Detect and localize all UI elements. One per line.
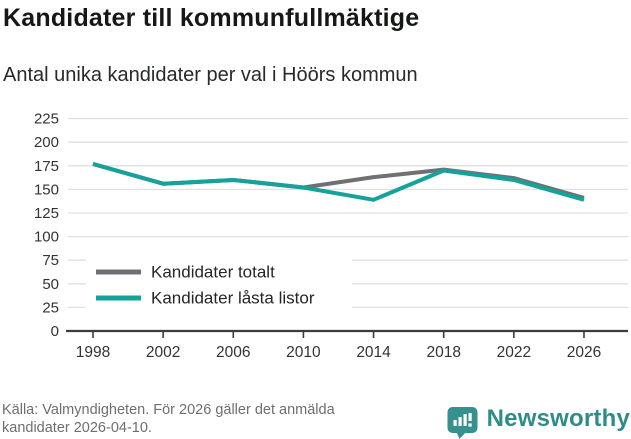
x-tick-label: 2014 — [356, 344, 391, 361]
source-line-1: Källa: Valmyndigheten. För 2026 gäller d… — [2, 402, 335, 418]
y-tick-label: 125 — [34, 205, 59, 222]
source-line-2: kandidater 2026-04-10. — [2, 420, 152, 436]
y-tick-label: 25 — [42, 299, 59, 316]
chart-subtitle: Antal unika kandidater per val i Höörs k… — [3, 64, 418, 86]
x-tick-label: 2010 — [286, 344, 321, 361]
chart-canvas: 0 25 50 75 100 125 150 175 200 225 1998 2002 2006 201… — [34, 111, 628, 361]
line-chart: 0 25 50 75 100 125 150 175 200 225 1998 2002 2006 201… — [0, 105, 631, 367]
source-note: Källa: Valmyndigheten. För 2026 gäller d… — [2, 401, 442, 437]
legend-label-1: Kandidater låsta listor — [151, 289, 315, 308]
page-title: Kandidater till kommunfullmäktige — [3, 4, 420, 32]
newsworthy-wordmark: Newsworthy — [486, 405, 630, 432]
y-tick-label: 50 — [42, 276, 59, 293]
y-tick-label: 0 — [51, 323, 59, 340]
y-tick-label: 75 — [42, 252, 59, 269]
y-tick-label: 225 — [34, 111, 59, 128]
x-tick-label: 1998 — [76, 344, 110, 361]
y-tick-label: 100 — [34, 229, 59, 246]
y-tick-label: 175 — [34, 158, 59, 175]
newsworthy-logo-icon — [447, 406, 478, 439]
y-tick-label: 200 — [34, 134, 59, 151]
x-tick-label: 2018 — [426, 344, 460, 361]
x-tick-label: 2026 — [567, 344, 601, 361]
series-line-1 — [92, 161, 585, 202]
y-tick-label: 150 — [34, 181, 59, 198]
legend-background — [86, 255, 352, 320]
newsworthy-brand: Newsworthy — [447, 399, 630, 439]
x-tick-label: 2002 — [146, 344, 180, 361]
x-tick-label: 2022 — [497, 344, 531, 361]
legend-label-0: Kandidater totalt — [151, 263, 275, 282]
x-tick-label: 2006 — [216, 344, 250, 361]
